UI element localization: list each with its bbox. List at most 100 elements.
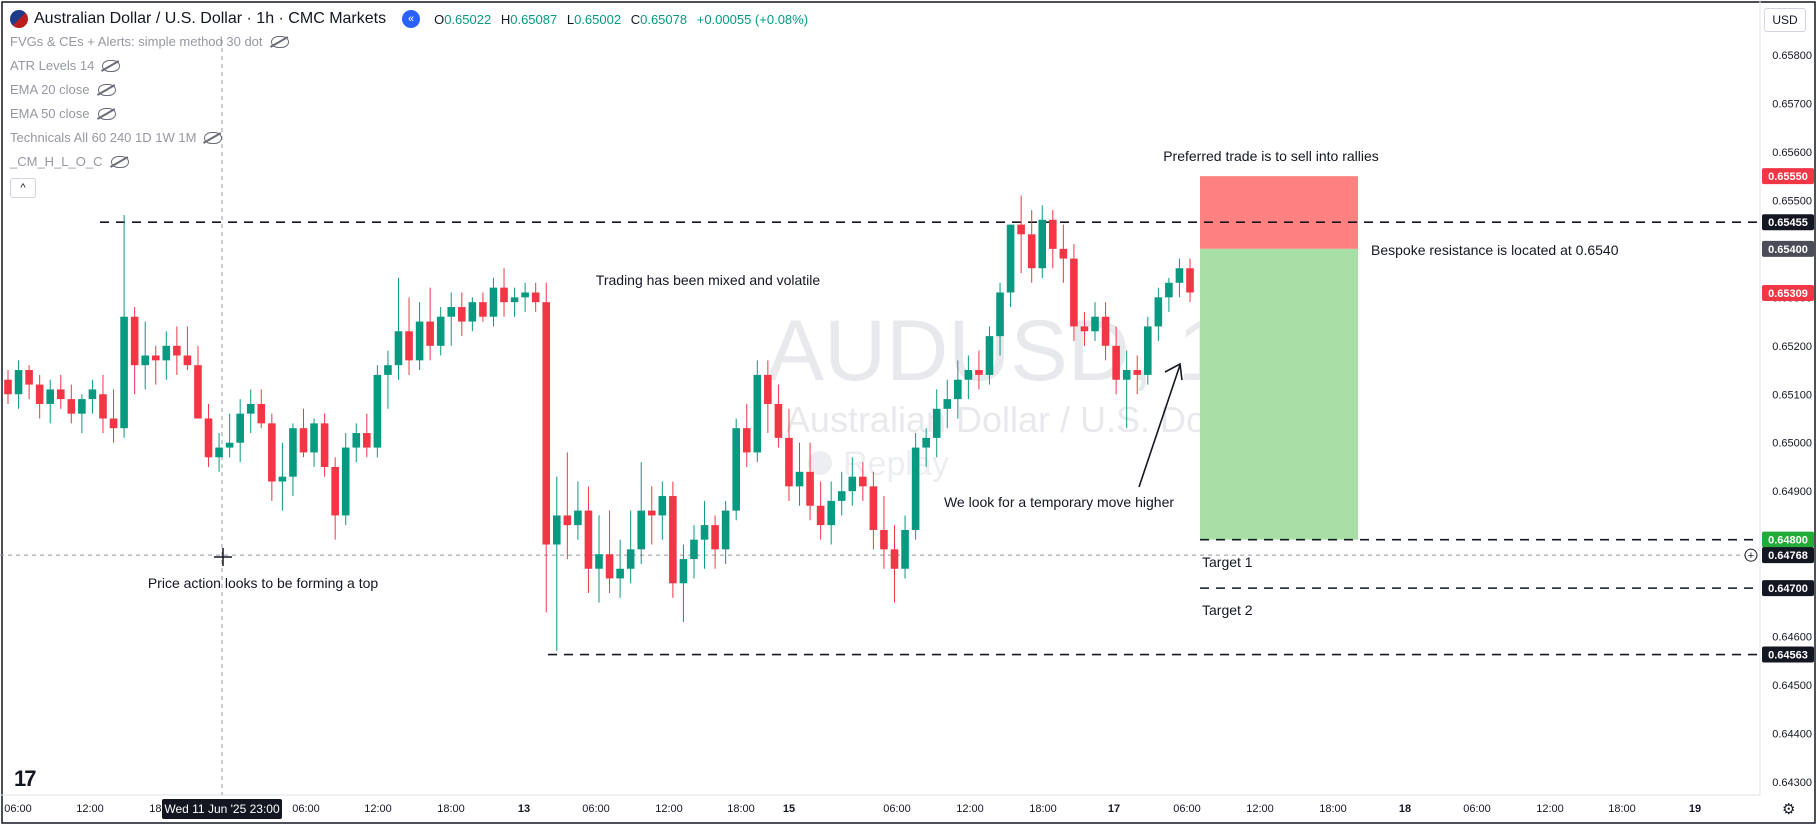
target-2-label: Target 2 [1202, 602, 1253, 618]
high-value: 0.65087 [510, 11, 558, 27]
candle-body [595, 554, 603, 569]
eye-hidden-icon[interactable] [204, 131, 223, 144]
x-tick-label: 18:00 [1029, 803, 1057, 815]
candle-body [1038, 219, 1047, 269]
eye-hidden-icon[interactable] [97, 107, 116, 120]
currency-selector[interactable]: USD [1764, 8, 1806, 32]
candle-body [458, 307, 466, 322]
tradingview-logo[interactable]: 17 [14, 766, 37, 791]
indicator-item[interactable]: ATR Levels 14 [10, 58, 121, 73]
crosshair-price-label-bg [1762, 547, 1814, 564]
close-value: 0.65078 [640, 11, 688, 27]
symbol-title[interactable]: Australian Dollar / U.S. Dollar · 1h · C… [34, 10, 387, 27]
y-tick-label: 0.64900 [1772, 486, 1812, 498]
candle-body [690, 539, 698, 560]
x-tick-label: 18:00 [1319, 803, 1347, 815]
target-1-label: Target 1 [1202, 554, 1253, 570]
candle-body [764, 374, 772, 404]
candle-body [774, 403, 783, 438]
candle-body [405, 331, 413, 361]
x-tick-label: 12:00 [364, 803, 392, 815]
x-tick-label: 06:00 [883, 803, 911, 815]
eye-hidden-icon[interactable] [102, 59, 121, 72]
candle-body [985, 336, 994, 375]
candle-body [426, 321, 434, 346]
x-tick-label: 12:00 [1536, 803, 1564, 815]
x-tick-label: 12:00 [956, 803, 984, 815]
candle-body [943, 399, 952, 409]
candle-body [1186, 268, 1194, 293]
x-tick-label: 18:00 [1608, 803, 1636, 815]
candle-body [1122, 370, 1131, 380]
candle-body [1080, 326, 1089, 332]
watermark-name: Australian Dollar / U.S. Dollar [786, 399, 1254, 440]
candle-body [320, 423, 329, 467]
target-2-price-label-bg [1762, 580, 1814, 597]
replay-icon[interactable]: « [402, 10, 421, 28]
candle-body [932, 408, 941, 438]
indicator-item[interactable]: FVGs & CEs + Alerts: simple method 30 do… [10, 34, 289, 49]
low-label: L [566, 11, 575, 27]
candle-body [289, 428, 297, 477]
indicator-item[interactable]: Technicals All 60 240 1D 1W 1M [10, 130, 223, 145]
x-tick-label: 13 [518, 803, 530, 815]
candle-body [521, 292, 529, 298]
watermark-symbol: AUDUSD, 1h [767, 303, 1274, 399]
eye-hidden-icon[interactable] [270, 35, 289, 48]
annotation-trading-mixed: Trading has been mixed and volatile [596, 272, 821, 288]
currency-flag-icon [10, 10, 28, 28]
x-tick-label: 19 [1689, 803, 1701, 815]
entry-price-label: 0.65400 [1768, 244, 1808, 256]
eye-hidden-icon[interactable] [110, 155, 129, 168]
candle-body [669, 496, 677, 584]
watermark-replay: Replay [843, 445, 949, 483]
y-tick-label: 0.65000 [1772, 438, 1812, 450]
candle-body [626, 549, 635, 569]
candle-body [268, 423, 276, 482]
candle-body [531, 292, 540, 303]
current-price-label-bg [1762, 284, 1814, 301]
y-tick-label: 0.64300 [1772, 777, 1812, 789]
crosshair-date-label: Wed 11 Jun '25 23:00 [162, 799, 282, 819]
candle-body [1154, 297, 1163, 327]
current-price-label: 0.65309 [1768, 288, 1808, 300]
candle-body [500, 287, 508, 303]
candle-body [901, 529, 909, 569]
candle-body [88, 389, 97, 400]
gear-icon[interactable]: ⚙ [1782, 801, 1796, 818]
candle-body [479, 302, 487, 317]
candle-body [173, 345, 181, 356]
add-alert-icon [1744, 548, 1758, 562]
x-tick-label: 06:00 [4, 803, 32, 815]
candle-body [151, 355, 160, 361]
candle-body [922, 437, 930, 448]
indicator-item[interactable]: EMA 50 close [10, 106, 116, 121]
candle-body [278, 476, 287, 482]
eye-hidden-icon[interactable] [97, 83, 116, 96]
y-tick-label: 0.65200 [1772, 341, 1812, 353]
indicator-item[interactable]: EMA 20 close [10, 82, 116, 97]
x-tick-label: 12:00 [655, 803, 683, 815]
candle-body [436, 316, 445, 346]
annotation-bespoke-resistance: Bespoke resistance is located at 0.6540 [1371, 242, 1619, 258]
candle-body [1091, 316, 1099, 332]
candle-body [352, 433, 361, 448]
candle-body [310, 423, 318, 453]
chart-header: Australian Dollar / U.S. Dollar · 1h · C… [0, 0, 1760, 38]
indicator-label: FVGs & CEs + Alerts: simple method 30 do… [10, 34, 263, 49]
x-tick-label: 12:00 [76, 803, 104, 815]
candle-body [711, 525, 719, 550]
add-alert-plus: + [1748, 550, 1754, 562]
candle-body [373, 374, 382, 448]
arrow-line [1138, 364, 1181, 488]
candle-body [563, 515, 572, 526]
y-tick-label: 0.65100 [1772, 389, 1812, 401]
candle-body [827, 500, 835, 526]
candle-body [331, 466, 339, 516]
indicator-item[interactable]: _CM_H_L_O_C [10, 154, 129, 169]
candle-body [299, 428, 308, 453]
crosshair-price-label: 0.64768 [1768, 550, 1808, 562]
candle-body [468, 302, 477, 322]
collapse-indicators-button[interactable]: ^ [10, 178, 36, 198]
